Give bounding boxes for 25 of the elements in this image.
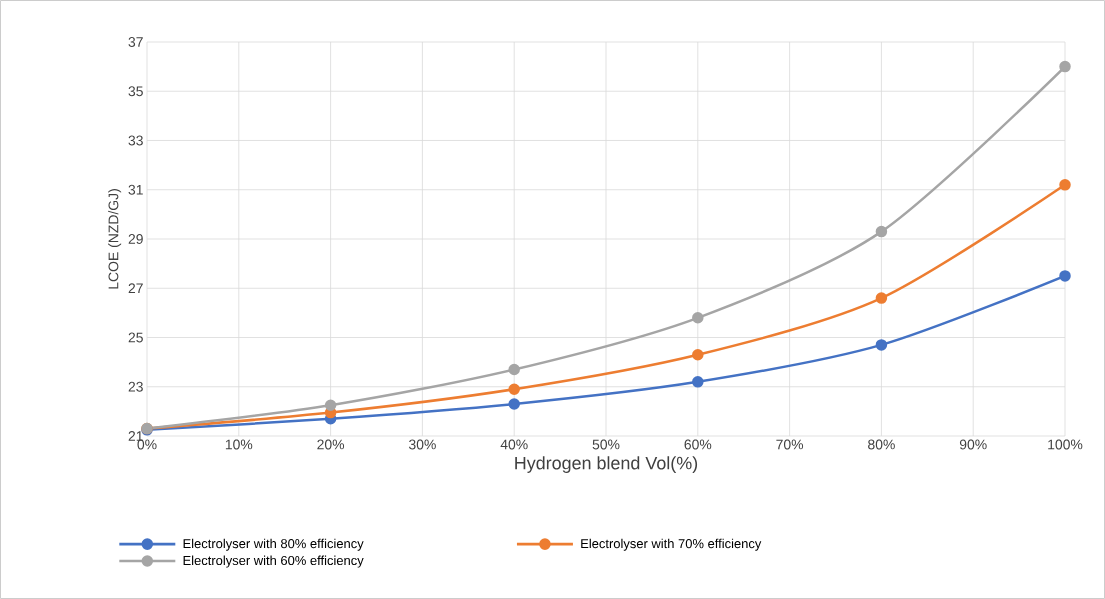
x-tick-label: 80% [868,439,895,450]
x-tick-label: 50% [592,439,620,450]
legend-label: Electrolyser with 70% efficiency [581,538,762,551]
y-axis-title: LCOE (NZD/GJ) [108,189,122,289]
x-tick-label: 70% [776,439,804,450]
x-tick-label: 100% [1048,439,1083,450]
legend-label: Electrolyser with 80% efficiency [183,538,364,551]
x-tick-label: 0% [137,439,157,450]
y-tick-label: 37 [128,37,143,47]
x-tick-label: 10% [225,439,253,450]
y-tick-label: 33 [128,135,143,146]
y-tick-label: 23 [128,381,143,392]
x-tick-label: 30% [408,439,436,450]
x-axis-title: Hydrogen blend Vol(%) [515,456,698,473]
legend-label: Electrolyser with 60% efficiency [183,555,364,568]
x-tick-label: 20% [317,439,345,450]
x-tick-label: 60% [684,439,712,450]
x-tick-label: 90% [959,439,987,450]
x-tick-label: 40% [500,439,528,450]
y-tick-label: 29 [128,234,143,244]
y-tick-label: 27 [128,283,143,294]
y-tick-label: 35 [128,86,143,97]
y-tick-label: 21 [128,431,143,441]
y-tick-label: 31 [128,184,143,195]
y-tick-label: 25 [128,332,143,343]
